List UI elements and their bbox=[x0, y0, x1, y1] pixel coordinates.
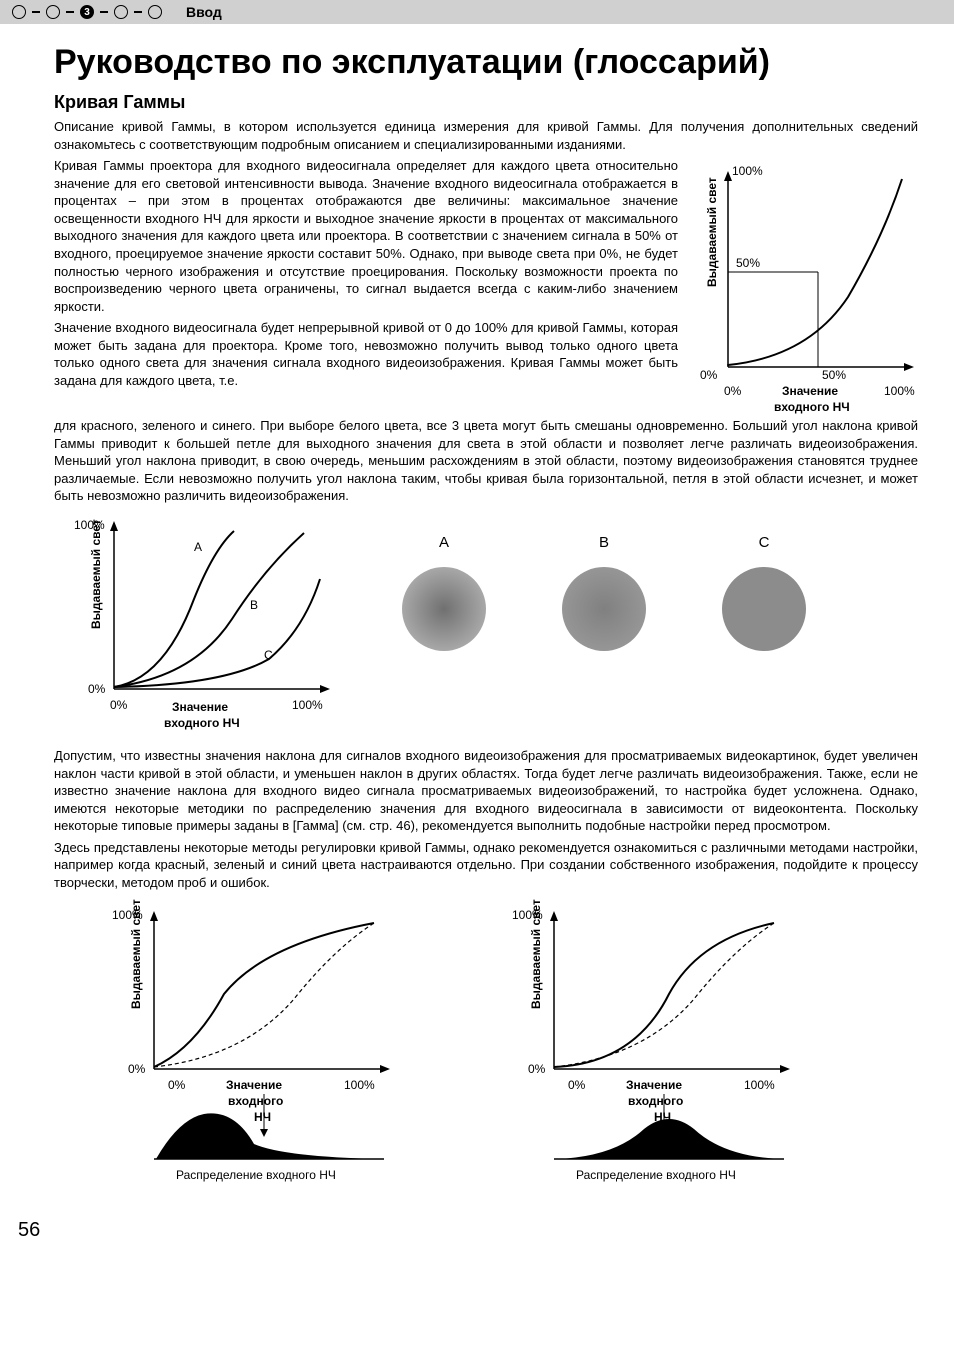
axis-tick-label: 50% bbox=[736, 256, 760, 270]
gradient-sample-c: C bbox=[714, 533, 814, 659]
page-number: 56 bbox=[18, 1217, 954, 1244]
axis-tick-label: 0% bbox=[168, 1078, 186, 1092]
axis-tick-label: 0% bbox=[724, 384, 742, 398]
step-4-icon bbox=[114, 5, 128, 19]
distribution-caption: Распределение входного НЧ bbox=[176, 1168, 336, 1182]
gradient-sample-b: B bbox=[554, 533, 654, 659]
section-heading: Кривая Гаммы bbox=[54, 90, 918, 114]
body-paragraph: Значение входного видеосигнала будет неп… bbox=[54, 319, 678, 389]
wizard-steps-bar: 3 Ввод bbox=[0, 0, 954, 24]
body-text: цвета относительно значение для его свет… bbox=[54, 158, 678, 313]
body-paragraph: для красного, зеленого и синего. При выб… bbox=[54, 417, 918, 505]
axis-tick-label: 100% bbox=[732, 164, 763, 178]
y-axis-label: Выдаваемый свет bbox=[705, 177, 719, 287]
axis-tick-label: 100% bbox=[884, 384, 915, 398]
gradient-examples: A B C bbox=[394, 509, 814, 659]
x-axis-label: Значение bbox=[172, 700, 228, 714]
distribution-caption: Распределение входного НЧ bbox=[576, 1168, 736, 1182]
axis-tick-label: 100% bbox=[292, 698, 323, 712]
axis-tick-label: 0% bbox=[568, 1078, 586, 1092]
axis-tick-label: 0% bbox=[88, 682, 106, 696]
x-axis-label: Значение bbox=[782, 384, 838, 398]
page-title: Руководство по эксплуатации (глоссарий) bbox=[54, 40, 918, 86]
gradient-label: B bbox=[554, 533, 654, 553]
body-paragraph: Кривая Гаммы проектора для входного виде… bbox=[54, 157, 678, 315]
gamma-curve-chart-1: 100% 50% 0% 0% 50% 100% Выдаваемый свет … bbox=[688, 157, 918, 417]
body-paragraph: Описание кривой Гаммы, в котором использ… bbox=[54, 118, 918, 153]
gamma-curves-abc-chart: A B C 100% 0% 0% 100% Выдаваемый свет Зн… bbox=[54, 509, 354, 739]
x-axis-label: входного НЧ bbox=[164, 716, 240, 730]
body-paragraph: Здесь представлены некоторые методы регу… bbox=[54, 839, 918, 892]
gradient-label: C bbox=[714, 533, 814, 553]
step-dash-icon bbox=[66, 11, 74, 13]
x-axis-label: НЧ bbox=[254, 1110, 271, 1124]
step-3-icon: 3 bbox=[80, 5, 94, 19]
wizard-step-label: Ввод bbox=[186, 3, 222, 22]
gradient-sample-a: A bbox=[394, 533, 494, 659]
axis-tick-label: 0% bbox=[128, 1062, 146, 1076]
body-text: Кривая Гаммы проектора для входного виде… bbox=[54, 158, 549, 173]
curve-label: B bbox=[250, 598, 258, 612]
x-axis-label: входного bbox=[628, 1094, 683, 1108]
gamma-adjust-chart-left: 100% 0% 0% 100% Выдаваемый свет Значение… bbox=[84, 899, 424, 1189]
curve-label: A bbox=[194, 540, 202, 554]
step-dash-icon bbox=[32, 11, 40, 13]
step-1-icon bbox=[12, 5, 26, 19]
axis-tick-label: 0% bbox=[700, 368, 718, 382]
x-axis-label: Значение bbox=[226, 1078, 282, 1092]
step-dash-icon bbox=[134, 11, 142, 13]
step-2-icon bbox=[46, 5, 60, 19]
axis-tick-label: 0% bbox=[110, 698, 128, 712]
y-axis-label: Выдаваемый свет bbox=[529, 900, 543, 1010]
axis-tick-label: 100% bbox=[344, 1078, 375, 1092]
gradient-label: A bbox=[394, 533, 494, 553]
step-dash-icon bbox=[100, 11, 108, 13]
axis-tick-label: 100% bbox=[744, 1078, 775, 1092]
gamma-adjust-chart-right: 100% 0% 0% 100% Выдаваемый свет Значение… bbox=[484, 899, 824, 1189]
x-axis-label: входного bbox=[228, 1094, 283, 1108]
x-axis-label: входного НЧ bbox=[774, 400, 850, 414]
y-axis-label: Выдаваемый свет bbox=[129, 900, 143, 1010]
y-axis-label: Выдаваемый свет bbox=[89, 519, 103, 629]
body-paragraph: Допустим, что известны значения наклона … bbox=[54, 747, 918, 835]
axis-tick-label: 0% bbox=[528, 1062, 546, 1076]
curve-label: C bbox=[264, 648, 273, 662]
step-5-icon bbox=[148, 5, 162, 19]
axis-tick-label: 50% bbox=[822, 368, 846, 382]
x-axis-label: Значение bbox=[626, 1078, 682, 1092]
